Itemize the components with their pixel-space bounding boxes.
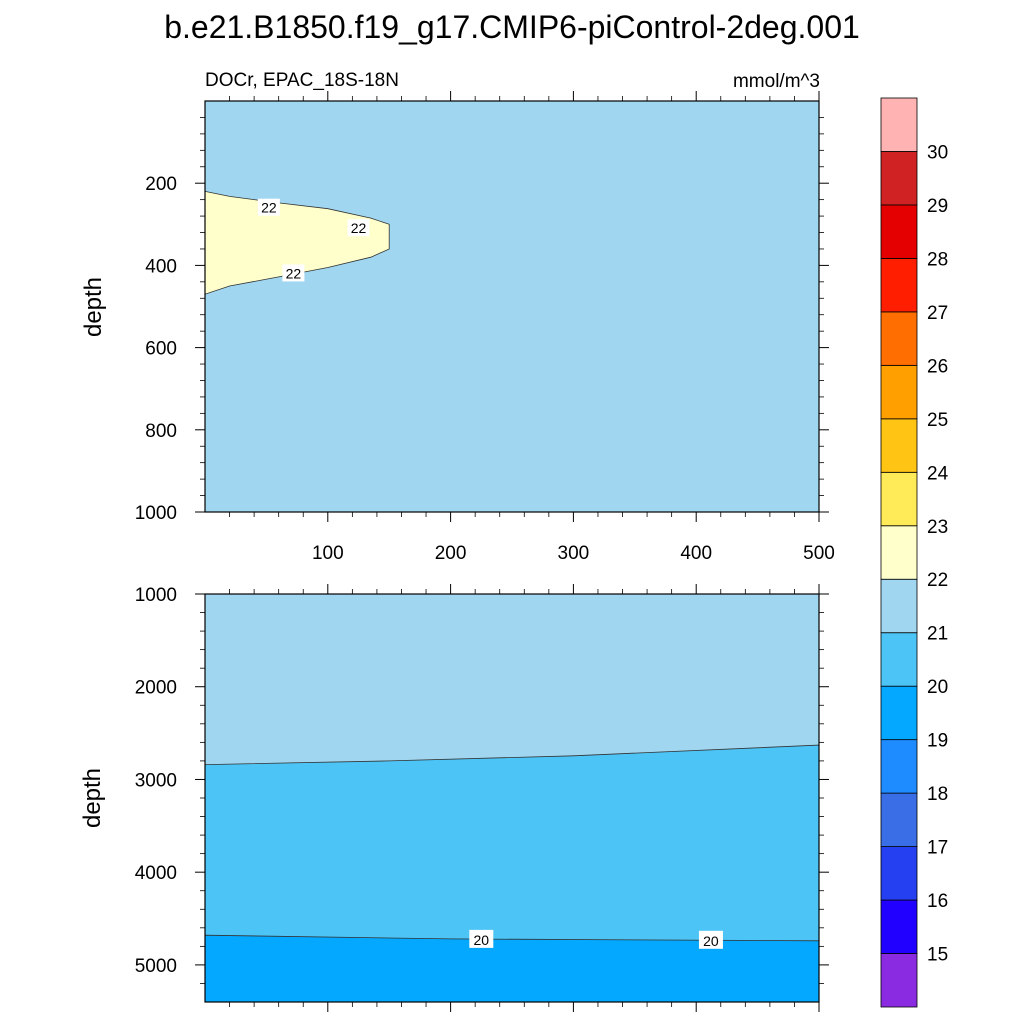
lower-layer-2 (204, 934, 820, 1003)
colorbar-tick-label: 15 (927, 945, 948, 966)
upper-contour-label: 22 (351, 220, 367, 236)
lower-y-tick-label: 3000 (135, 770, 177, 791)
upper-x-tick-label: 200 (435, 543, 467, 564)
lower-contour-label-box (698, 930, 723, 949)
colorbar-tick-label: 28 (927, 249, 948, 270)
colorbar-swatch (880, 418, 918, 473)
colorbar-swatch (880, 578, 918, 634)
upper-contour-label-box (282, 264, 305, 282)
lower-y-tick-label: 4000 (135, 863, 177, 884)
colorbar-swatch (880, 525, 918, 580)
lower-y-tick-label: 5000 (135, 956, 177, 977)
colorbar-swatch (880, 846, 918, 901)
upper-y-tick-label: 200 (145, 174, 177, 195)
upper-contour-label-box (347, 219, 370, 237)
upper-contour-label-box (257, 198, 280, 216)
lower-contour-panel: 1000 2000 3000 4000 5000 depth 20 20 (79, 584, 829, 1012)
colorbar-swatch (880, 685, 918, 741)
colorbar-tick-label: 16 (927, 891, 948, 912)
upper-panel-subtitle-left: DOCr, EPAC_18S-18N (205, 70, 399, 91)
colorbar-tick-label: 26 (927, 356, 948, 377)
upper-y-tick-label: 1000 (135, 503, 177, 524)
upper-plot-frame (204, 100, 820, 513)
colorbar-tick-label: 24 (927, 463, 949, 484)
colorbar-swatch (880, 258, 918, 313)
lower-y-tick-label: 1000 (135, 585, 177, 606)
colorbar-tick-label: 21 (927, 624, 948, 645)
colorbar-tick-label: 19 (927, 731, 948, 752)
colorbar-tick-label: 27 (927, 303, 948, 324)
colorbar-tick-label: 30 (927, 143, 948, 164)
figure-title: b.e21.B1850.f19_g17.CMIP6-piControl-2deg… (164, 9, 860, 45)
upper-x-tick-label: 400 (680, 543, 712, 564)
lower-contour-label: 20 (474, 932, 490, 948)
upper-x-tick-label: 100 (312, 543, 344, 564)
upper-contour-label: 22 (261, 200, 277, 216)
colorbar-swatch (880, 632, 918, 687)
lower-contour-label-box (469, 929, 494, 948)
upper-y-tick-label: 400 (145, 256, 177, 277)
colorbar-tick-label: 29 (927, 196, 948, 217)
colorbar-tick-label: 20 (927, 677, 948, 698)
colorbar-swatch (880, 953, 918, 1008)
lower-contour-label: 20 (703, 933, 719, 949)
colorbar-swatch (880, 311, 918, 366)
colorbar-tick-label: 23 (927, 517, 948, 538)
lower-y-tick-label: 2000 (135, 678, 177, 699)
lower-y-axis-title: depth (79, 768, 106, 828)
colorbar-tick-label: 22 (927, 570, 948, 591)
upper-x-tick-label: 500 (803, 543, 835, 564)
upper-panel-subtitle-right: mmol/m^3 (733, 71, 820, 92)
colorbar-tick-label: 25 (927, 410, 948, 431)
upper-y-tick-label: 800 (145, 421, 177, 442)
upper-contour-label: 22 (286, 265, 302, 281)
upper-contour-panel: 200 400 600 800 1000 100 200 300 400 500 depth 22 22… (80, 91, 835, 564)
colorbar-tick-label: 18 (927, 784, 948, 805)
colorbar-swatch (880, 739, 918, 794)
upper-y-axis-title: depth (80, 277, 107, 337)
colorbar-swatch (880, 151, 918, 206)
upper-background-fill (205, 101, 819, 512)
colorbar-swatch (880, 792, 918, 847)
colorbar: 15 16 17 18 19 20 21 22 23 24 25 26 27 28 29 30 (880, 97, 949, 1008)
colorbar-swatch (880, 364, 918, 420)
upper-y-tick-label: 600 (145, 339, 177, 360)
colorbar-swatch (880, 899, 918, 954)
colorbar-swatch (880, 204, 918, 259)
colorbar-swatch (880, 471, 918, 527)
colorbar-tick-label: 17 (927, 838, 948, 859)
upper-x-tick-label: 300 (558, 543, 590, 564)
colorbar-swatch (880, 97, 918, 152)
